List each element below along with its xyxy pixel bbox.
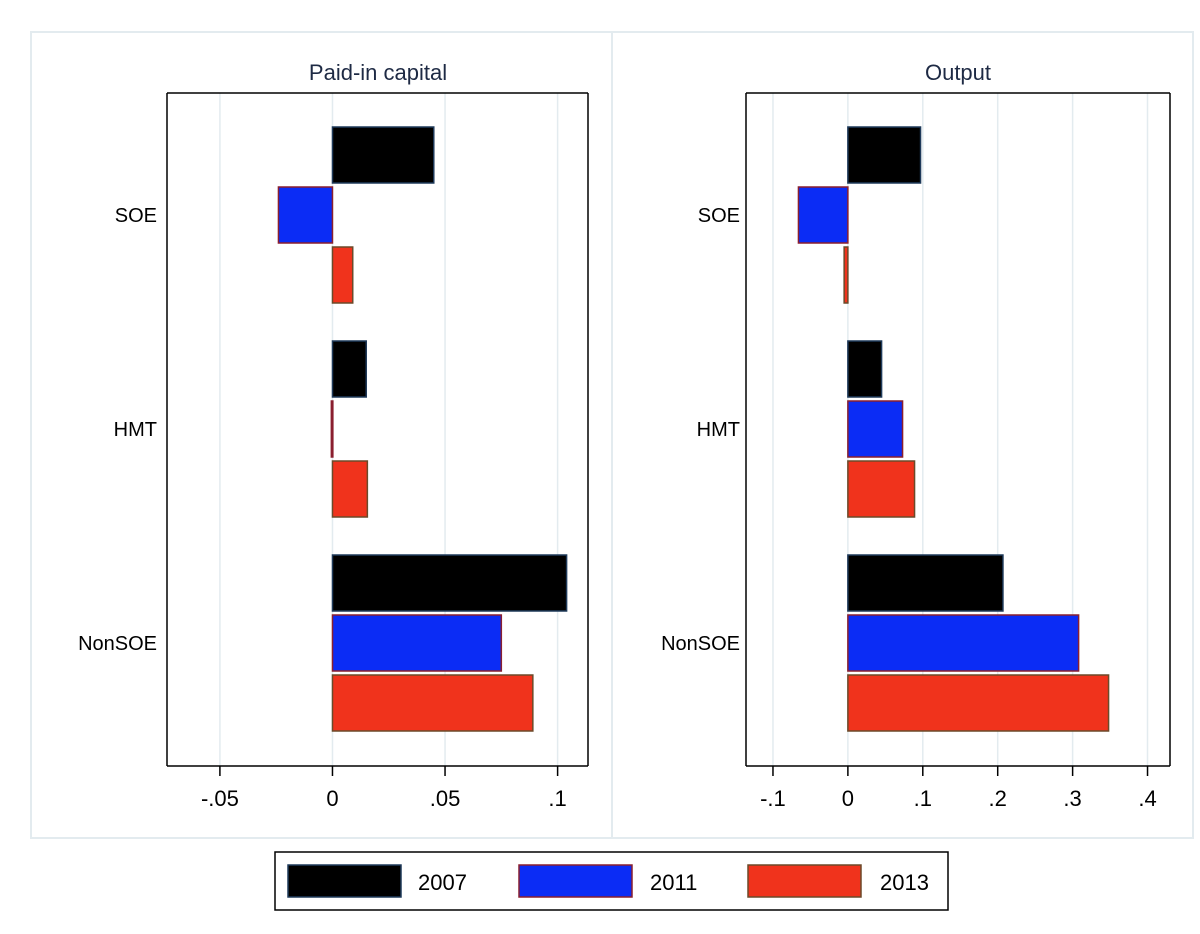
x-ticks-panel-2: -.1 0 .1 .2 .3 .4 [760, 766, 1157, 811]
bar-soe-2007-panel-1 [331, 126, 435, 184]
category-label-hmt-panel-1: HMT [114, 419, 157, 441]
bar-hmt-2013-panel-1 [331, 460, 369, 518]
bar-nonsoe-2011-panel-2 [847, 614, 1080, 672]
panel-output: Output SOE HMT NonSOE -.1 0 .1 .2 .3 .4 [661, 60, 1171, 811]
bar-soe-2007-panel-2 [847, 126, 922, 184]
bar-soe-2011-panel-2 [797, 186, 849, 244]
bars-panel-2 [797, 126, 1110, 732]
bar-hmt-2011-panel-1 [330, 400, 334, 458]
legend-swatch-2013 [747, 864, 862, 898]
legend-label-2007: 2007 [418, 870, 467, 895]
bars-panel-1 [277, 126, 568, 732]
category-label-hmt-panel-2: HMT [697, 419, 740, 441]
bar-nonsoe-2013-panel-1 [331, 674, 534, 732]
panel-title-output: Output [925, 60, 991, 85]
bar-nonsoe-2007-panel-1 [331, 554, 568, 612]
legend-swatch-2007 [287, 864, 402, 898]
bar-hmt-2007-panel-2 [847, 340, 883, 398]
bar-nonsoe-2011-panel-1 [331, 614, 503, 672]
category-label-nonsoe-panel-2: NonSOE [661, 633, 740, 655]
x-tick-label--.1-panel-2: -.1 [760, 786, 786, 811]
bar-soe-2011-panel-1 [277, 186, 334, 244]
x-tick-label--.05-panel-1: -.05 [201, 786, 239, 811]
category-label-soe-panel-2: SOE [698, 205, 740, 227]
bar-soe-2013-panel-1 [331, 246, 354, 304]
x-tick-label-.05-panel-1: .05 [430, 786, 461, 811]
bar-hmt-2013-panel-2 [847, 460, 916, 518]
category-label-nonsoe-panel-1: NonSOE [78, 633, 157, 655]
x-tick-label-0-panel-1: 0 [326, 786, 338, 811]
category-labels-panel-2: SOE HMT NonSOE [661, 205, 740, 655]
legend: 2007 2011 2013 [274, 851, 949, 911]
x-tick-label-.2-panel-2: .2 [989, 786, 1007, 811]
category-labels-panel-1: SOE HMT NonSOE [78, 205, 157, 655]
bar-hmt-2011-panel-2 [847, 400, 904, 458]
x-tick-label-.3-panel-2: .3 [1063, 786, 1081, 811]
bar-hmt-2007-panel-1 [331, 340, 367, 398]
bar-soe-2013-panel-2 [843, 246, 849, 304]
panel-paid-in-capital: Paid-in capital SOE HMT NonSOE -.05 0 .05 .1 [78, 60, 589, 811]
panel-title-paid-in-capital: Paid-in capital [309, 60, 447, 85]
bar-nonsoe-2007-panel-2 [847, 554, 1004, 612]
x-tick-label-0-panel-2: 0 [842, 786, 854, 811]
bar-nonsoe-2013-panel-2 [847, 674, 1110, 732]
legend-label-2011: 2011 [650, 870, 697, 895]
x-tick-label-.4-panel-2: .4 [1138, 786, 1156, 811]
x-ticks-panel-1: -.05 0 .05 .1 [201, 766, 567, 811]
x-tick-label-.1-panel-1: .1 [548, 786, 566, 811]
category-label-soe-panel-1: SOE [115, 205, 157, 227]
x-tick-label-.1-panel-2: .1 [914, 786, 932, 811]
legend-label-2013: 2013 [880, 870, 929, 895]
legend-swatch-2011 [518, 864, 633, 898]
